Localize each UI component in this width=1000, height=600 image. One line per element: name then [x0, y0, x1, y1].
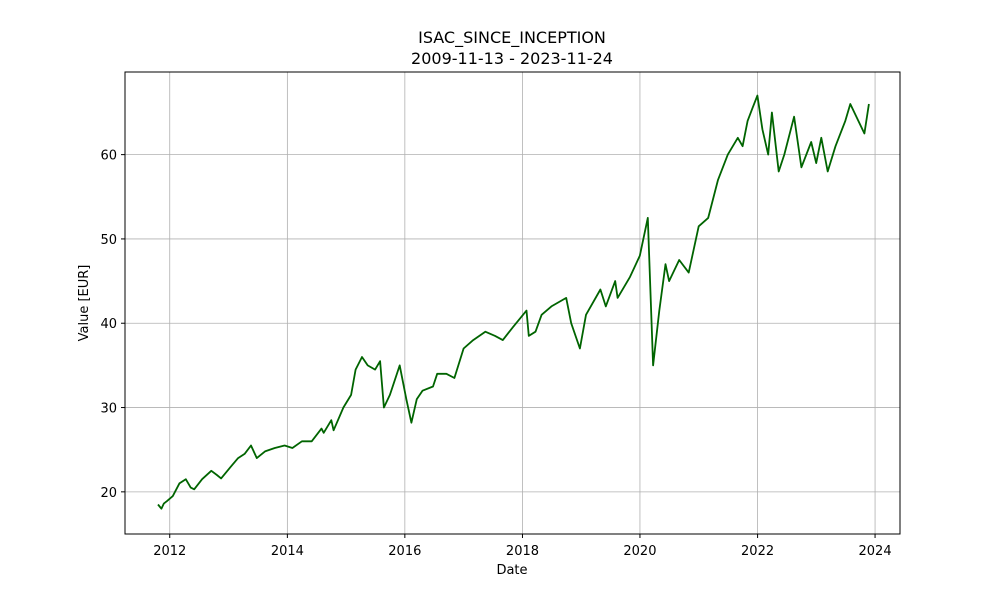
- y-tick-label: 50: [100, 233, 117, 248]
- x-tick-label: 2012: [153, 544, 186, 559]
- y-tick-label: 60: [100, 149, 117, 164]
- x-tick-label: 2024: [859, 544, 892, 559]
- y-tick-label: 40: [100, 317, 117, 332]
- x-tick-label: 2018: [506, 544, 539, 559]
- series-line: [157, 94, 870, 510]
- x-tick-label: 2020: [623, 544, 656, 559]
- chart-title: ISAC_SINCE_INCEPTION: [418, 28, 606, 48]
- y-tick-label: 20: [100, 486, 117, 501]
- chart-subtitle: 2009-11-13 - 2023-11-24: [411, 49, 613, 68]
- y-axis-label: Value [EUR]: [77, 265, 92, 342]
- series-layer: [157, 94, 870, 510]
- y-tick-label: 30: [100, 402, 117, 417]
- x-axis-label: Date: [496, 563, 527, 578]
- x-tick-label: 2022: [741, 544, 774, 559]
- plot-area-frame: [124, 71, 901, 535]
- x-tick-label: 2016: [388, 544, 421, 559]
- grid: [125, 72, 900, 534]
- ticks: 2012 2014 2016 2018 2020 2022 2024 20 30 40 50 60: [100, 149, 891, 559]
- x-tick-label: 2014: [271, 544, 304, 559]
